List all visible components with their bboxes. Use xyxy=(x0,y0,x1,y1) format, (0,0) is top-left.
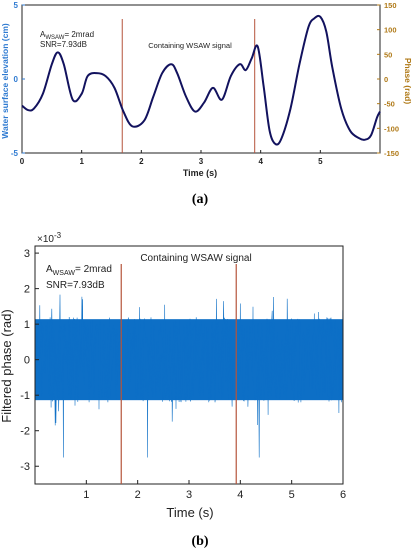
noise-series-line xyxy=(34,294,344,458)
panel-b-ytick-label: 0 xyxy=(24,355,30,367)
panel-a-xtick-label: 3 xyxy=(199,157,204,166)
panel-a-ylabel-right: Phase (rad) xyxy=(403,58,413,104)
panel-b-ytick-label: 1 xyxy=(24,319,30,331)
panel-b-xtick-label: 3 xyxy=(186,489,192,501)
panel-a-ytick-right-label: -50 xyxy=(384,100,395,109)
wave-series-line xyxy=(21,14,381,146)
panel-a-ytick-right-label: 150 xyxy=(384,1,397,10)
panel-b-region-label: Containing WSAW signal xyxy=(140,253,251,264)
panel-a-xtick-label: 0 xyxy=(20,157,25,166)
panel-b-xtick-label: 6 xyxy=(340,489,346,501)
panel-a-ytick-right-label: -150 xyxy=(384,149,399,158)
panel-b-ytick-label: -1 xyxy=(20,390,30,402)
panel-b-xtick-label: 5 xyxy=(289,489,295,501)
panel-a-ytick-right-label: -100 xyxy=(384,124,399,133)
panel-b: 1 2 3 4 5 6 3 2 1 0 -1 -2 -3 ×10-3 AWSAW= 2mrad SNR… xyxy=(0,231,346,549)
panel-b-xtick-label: 4 xyxy=(237,489,243,501)
panel-b-xtick-label: 1 xyxy=(83,489,89,501)
panel-b-ytick-label: -3 xyxy=(20,461,30,473)
panel-a-ytick-left-label: -5 xyxy=(11,149,19,158)
panel-b-exponent: ×10-3 xyxy=(37,231,62,245)
panel-a-region-label: Containing WSAW signal xyxy=(148,41,232,50)
panel-b-xtick-label: 2 xyxy=(135,489,141,501)
panel-b-annotation-amplitude: AWSAW= 2mrad xyxy=(46,264,112,277)
panel-a-annotation-snr: SNR=7.93dB xyxy=(40,40,87,49)
panel-a-caption: (a) xyxy=(192,192,209,207)
panel-b-ylabel: Filtered phase (rad) xyxy=(0,309,14,422)
panel-a-ytick-left-label: 0 xyxy=(14,75,19,84)
panel-b-xlabel: Time (s) xyxy=(166,505,213,520)
panel-a-ytick-left-label: 5 xyxy=(14,1,19,10)
panel-a-ytick-right-label: 0 xyxy=(384,75,388,84)
panel-a-xtick-label: 1 xyxy=(79,157,84,166)
panel-b-ytick-label: 2 xyxy=(24,284,30,296)
panel-a-ytick-right-label: 100 xyxy=(384,26,397,35)
panel-b-annotation-snr: SNR=7.93dB xyxy=(46,280,105,291)
panel-a-ylabel-left: Water surface elevation (cm) xyxy=(0,23,10,139)
panel-b-ytick-label: 3 xyxy=(24,248,30,260)
panel-a-xtick-label: 5 xyxy=(318,157,323,166)
panel-a-xlabel: Time (s) xyxy=(183,168,217,178)
panel-b-caption: (b) xyxy=(191,534,208,549)
panel-a-xtick-label: 4 xyxy=(258,157,263,166)
panel-a-annotation-amplitude: AWSAW= 2mrad xyxy=(40,30,94,41)
panel-a-frame xyxy=(21,4,381,154)
panel-b-ytick-label: -2 xyxy=(20,426,30,438)
panel-a-xtick-label: 2 xyxy=(139,157,144,166)
panel-a-ytick-right-label: 50 xyxy=(384,50,392,59)
